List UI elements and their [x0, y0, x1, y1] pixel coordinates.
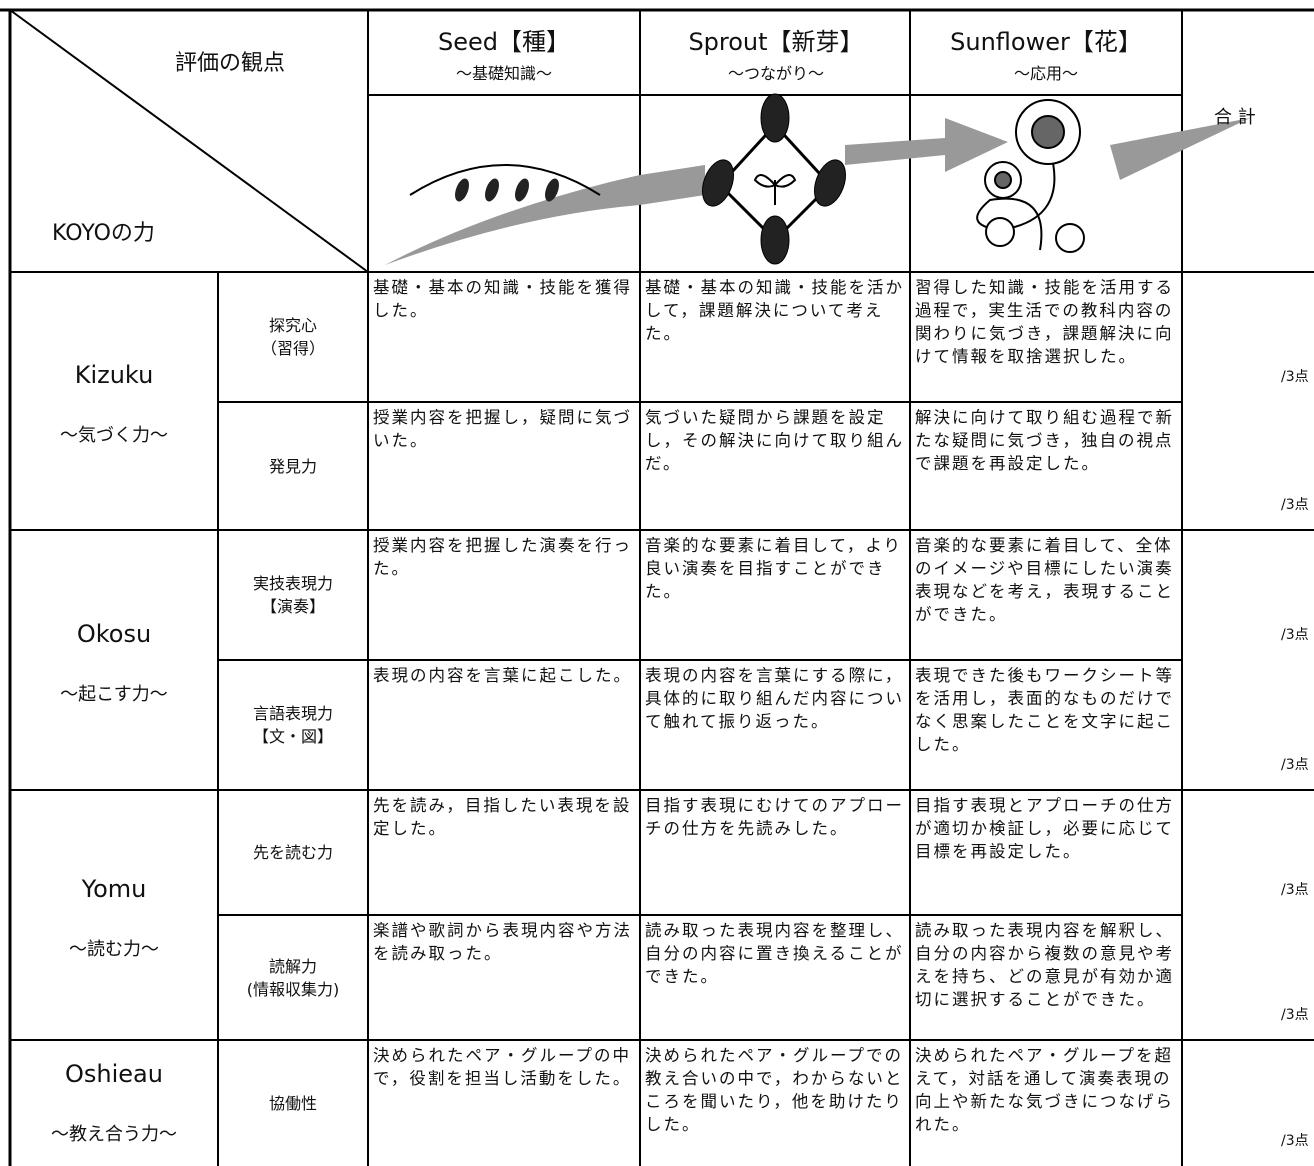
rubric-cell: 楽譜や歌詞から表現内容や方法を読み取った。 [373, 921, 632, 963]
aspect: (情報収集力) [246, 979, 340, 999]
score: /3点 [1281, 1133, 1309, 1149]
aspect: 協働性 [268, 1093, 317, 1113]
aspect: 【演奏】 [260, 597, 325, 616]
rubric-cell: 目指す表現にむけてのアプローチの仕方を先読みした。 [645, 796, 904, 838]
aspect: 探究心 [268, 316, 317, 335]
aspect: 読解力 [268, 956, 317, 976]
group-sub: ～教え合う力～ [51, 1124, 177, 1145]
rubric-cell: 基礎・基本の知識・技能を活かして，課題解決について考えた。 [645, 278, 904, 343]
level-sub: ～基礎知識～ [455, 64, 552, 83]
score: /3点 [1281, 627, 1309, 643]
group-name: Okosu [76, 620, 152, 648]
sprout-illustration [701, 93, 847, 265]
aspect: 【文・図】 [252, 727, 333, 746]
rubric-cell: 授業内容を把握した演奏を行った。 [373, 536, 632, 578]
aspect: （習得） [260, 339, 325, 358]
group-sub: ～気づく力～ [60, 425, 168, 446]
level-title: Seed【種】 [438, 28, 570, 56]
group-name: Kizuku [74, 361, 154, 389]
aspect: 発見力 [268, 456, 317, 476]
rubric-cell: 習得した知識・技能を活用する過程で，実生活での教科内容の関わりに気づき，課題解決… [915, 278, 1174, 366]
aspect: 実技表現力 [252, 574, 333, 593]
level-title: Sprout【新芽】 [688, 28, 864, 56]
rubric-cell: 決められたペア・グループを超えて，対話を通して演奏表現の向上や新たな気づきにつな… [915, 1046, 1174, 1134]
flower-illustration [976, 99, 1085, 253]
aspect: 先を読む力 [252, 843, 333, 862]
rubric-cell: 表現できた後もワークシート等を活用し，表面的なものだけでなく思案したことを文字に… [915, 666, 1174, 754]
rubric-cell: 授業内容を把握し，疑問に気づいた。 [373, 408, 632, 450]
score: /3点 [1281, 1007, 1309, 1023]
aspect: 言語表現力 [252, 704, 333, 723]
level-sub: ～応用～ [1013, 64, 1078, 83]
level-title: Sunflower【花】 [950, 28, 1142, 56]
rubric-cell: 気づいた疑問から課題を設定し，その解決に向けて取り組んだ。 [645, 408, 904, 473]
rubric-cell: 音楽的な要素に着目して、全体のイメージや目標にしたい演奏表現などを考え，表現する… [915, 536, 1174, 624]
rubric-cell: 基礎・基本の知識・技能を獲得した。 [373, 278, 632, 320]
rubric-cell: 読み取った表現内容を解釈し、自分の内容から複数の意見や考えを持ち、どの意見が有効… [915, 921, 1174, 1009]
rubric-cell: 表現の内容を言葉にする際に，具体的に取り組んだ内容について触れて振り返った。 [645, 666, 904, 731]
rubric-cell: 音楽的な要素に着目して，より良い演奏を目指すことができた。 [645, 536, 903, 601]
total-header: 合 計 [1214, 107, 1256, 128]
seed-illustration [409, 164, 601, 202]
group-name: Yomu [81, 875, 147, 903]
rubric-cell: 決められたペア・グループの中で，役割を担当し活動をした。 [373, 1046, 632, 1088]
rubric-cell: 決められたペア・グループでの教え合いの中で，わからないところを聞いたり，他を助け… [645, 1046, 904, 1134]
rubric-cell: 先を読み，目指したい表現を設定した。 [373, 796, 632, 838]
rubric-cell: 目指す表現とアプローチの仕方が適切か検証し，必要に応じて目標を再設定した。 [915, 796, 1174, 861]
corner-bottom: KOYOの力 [52, 221, 155, 246]
level-sub: ～つながり～ [727, 64, 824, 83]
rubric-cell: 読み取った表現内容を整理し、自分の内容に置き換えることができた。 [645, 921, 904, 986]
score: /3点 [1281, 369, 1309, 385]
rubric-cell: 表現の内容を言葉に起こした。 [373, 666, 632, 685]
score: /3点 [1281, 757, 1309, 773]
score: /3点 [1281, 497, 1309, 513]
progress-arrow [385, 118, 1250, 265]
group-name: Oshieau [65, 1060, 163, 1088]
score: /3点 [1281, 882, 1309, 898]
rubric-cell: 解決に向けて取り組む過程で新たな疑問に気づき，独自の視点で課題を再設定した。 [915, 408, 1174, 473]
corner-top: 評価の観点 [175, 51, 286, 76]
group-sub: ～起こす力～ [60, 684, 168, 705]
group-sub: ～読む力～ [69, 939, 159, 960]
